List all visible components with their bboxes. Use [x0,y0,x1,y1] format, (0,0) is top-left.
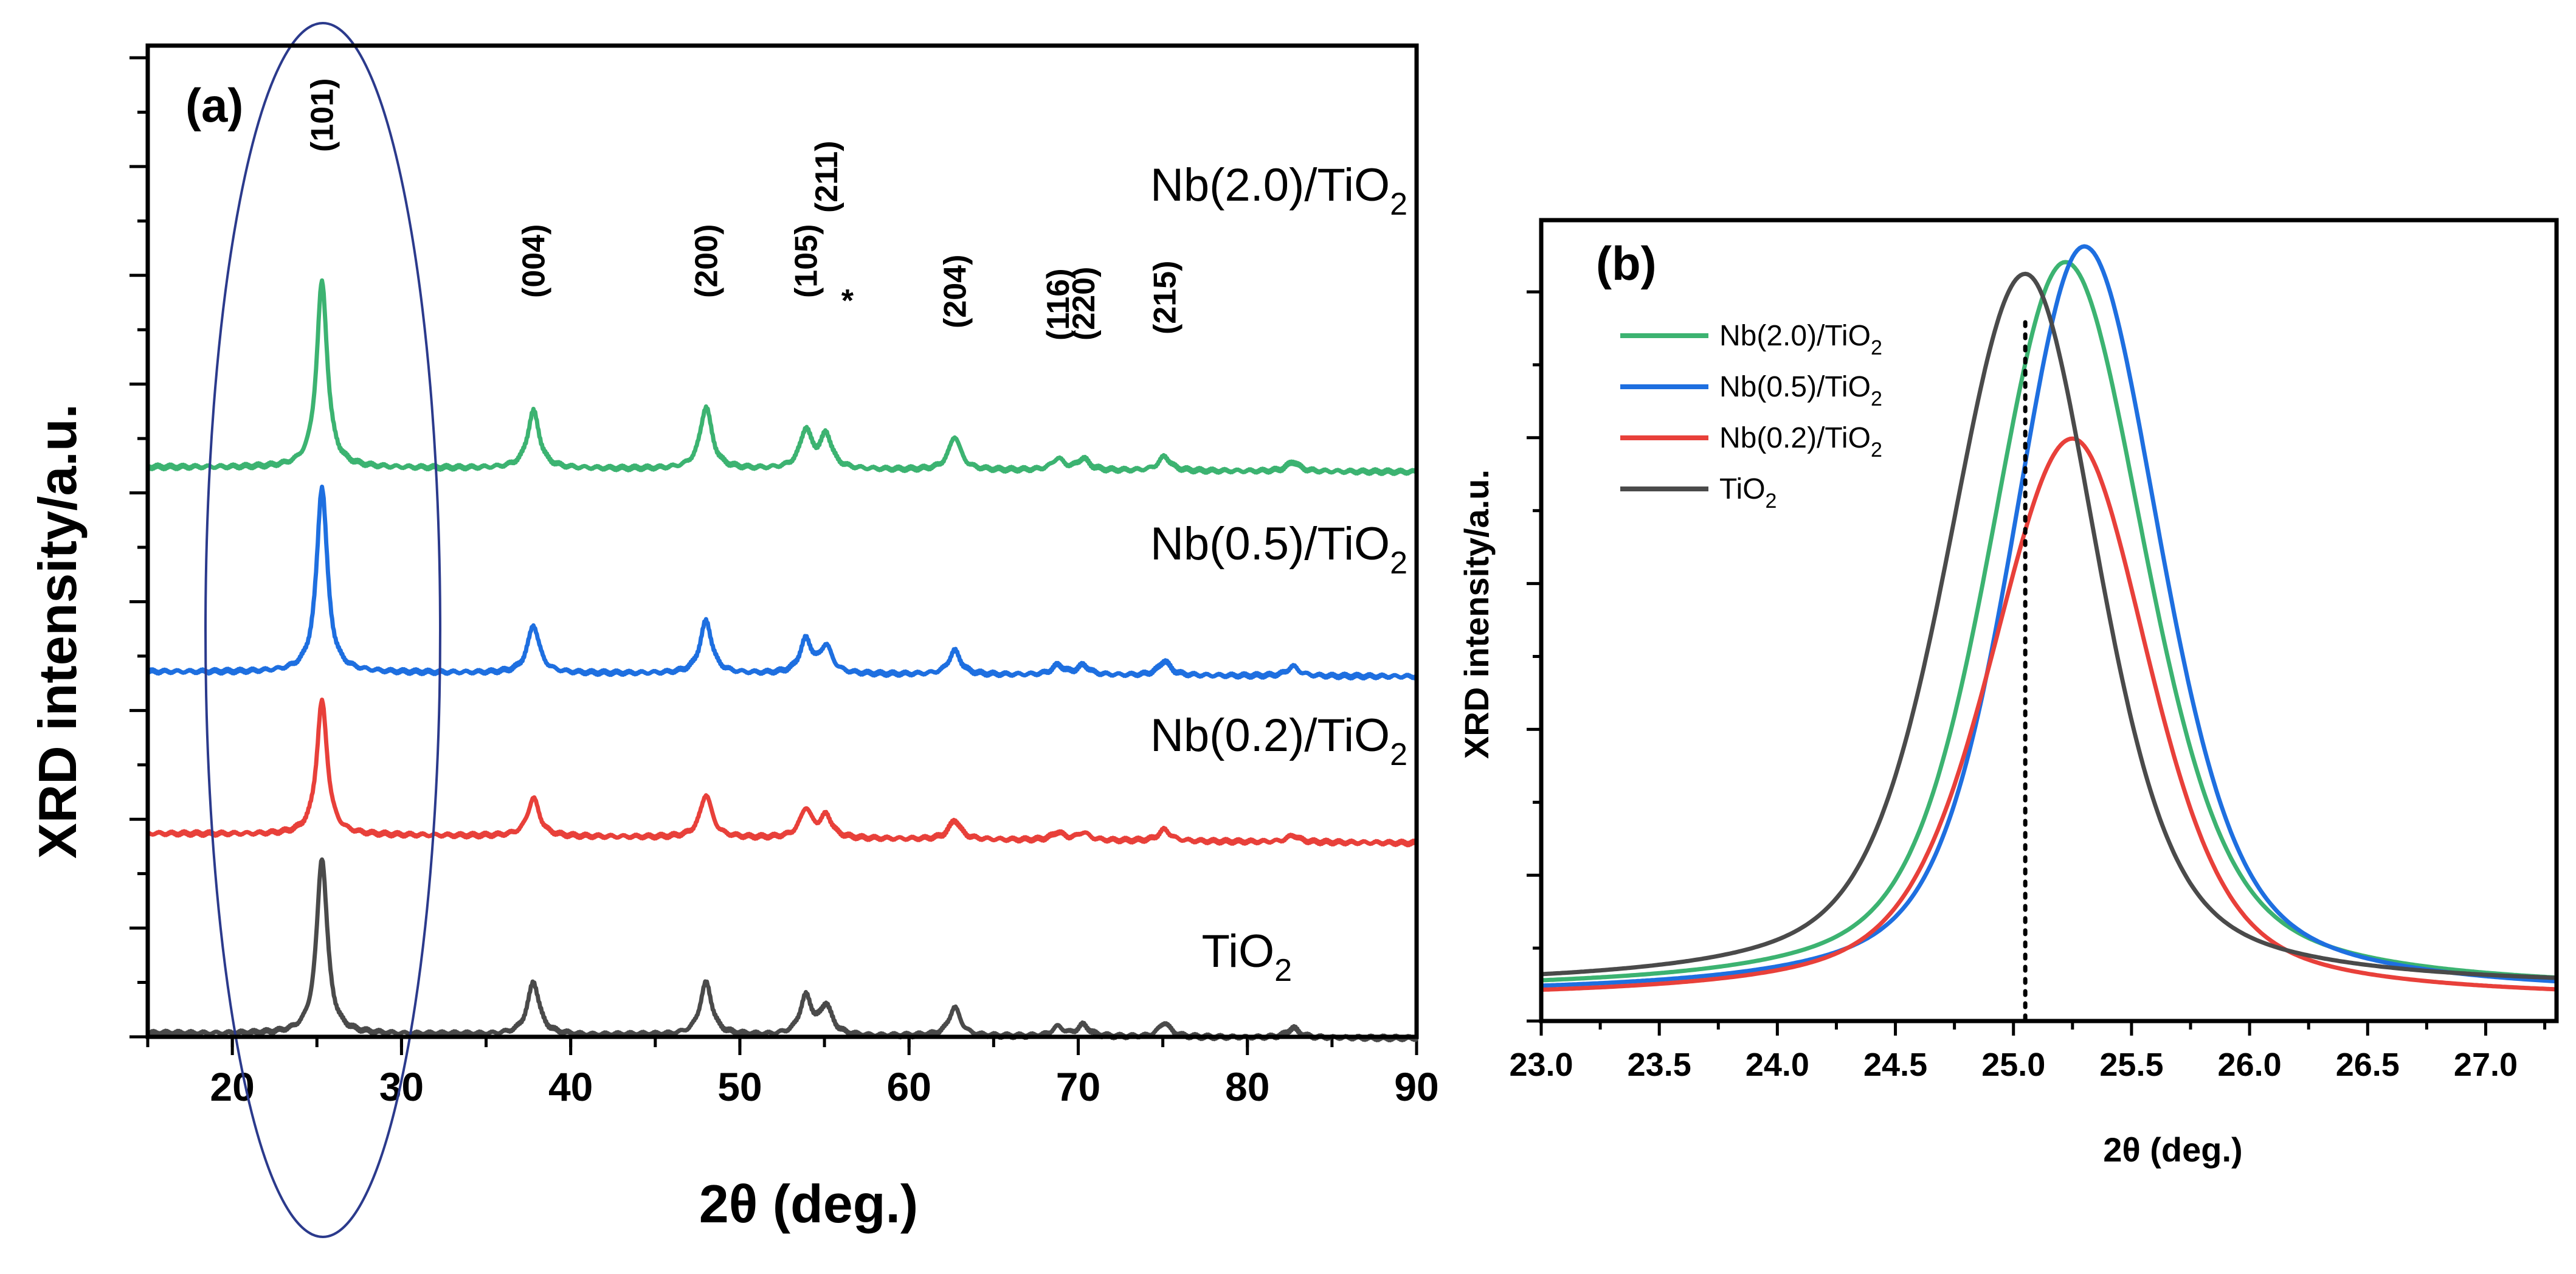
panel-a-ylabel: XRD intensity/a.u. [27,404,88,859]
panel-a-peak-label: (211) [809,140,844,213]
panel-b-x-tick-label: 24.5 [1863,1047,1927,1083]
panel-b-legend: Nb(2.0)/TiO2 Nb(0.5)/TiO2 Nb(0.2)/TiO2 TiO2 [1620,320,1882,513]
panel-b-series-line [1539,244,2559,988]
panel-a-series-label: Nb(2.0)/TiO2 [1150,159,1407,222]
panel-b-x-tick-label: 23.5 [1628,1047,1691,1083]
panel-b-x-tick-label: 26.0 [2218,1047,2282,1083]
panel-a-x-tick-label: 60 [886,1064,931,1109]
panel-b-series-line [1539,436,2559,992]
panel-a-x-tick-label: 30 [379,1064,424,1109]
panel-a-x-tick-label: 80 [1225,1064,1269,1109]
panel-b-legend-label: Nb(0.5)/TiO2 [1719,371,1882,410]
panel-a-peak-label: * [841,283,854,319]
panel-b-ylabel: XRD intensity/a.u. [1457,469,1496,759]
panel-b-series-line [1539,271,2559,980]
panel-a-peak-label: (220) [1066,267,1102,341]
panel-a-highlight-ellipse [204,22,441,1238]
panel-a-series-label: Nb(0.5)/TiO2 [1150,518,1407,581]
panel-b-x-tick-label: 26.5 [2336,1047,2400,1083]
panel-b-series [1539,244,2559,992]
panel-b-legend-label: Nb(2.0)/TiO2 [1719,320,1882,359]
panel-a-series-line [145,698,1419,848]
panel-a-series-labels: Nb(2.0)/TiO2 Nb(0.5)/TiO2 Nb(0.2)/TiO2 TiO2 [1150,159,1407,988]
panel-a-peak-label: (105) [789,224,824,298]
panel-a-x-tick-label: 90 [1394,1064,1438,1109]
panel-a: XRD intensity/a.u. 2θ (deg.) (a) 20 30 40 5… [27,22,1439,1238]
panel-b-label: (b) [1596,237,1657,290]
panel-b-legend-label: TiO2 [1719,473,1777,513]
panel-b-frame [1539,218,2559,1023]
panel-a-peak-label: (215) [1147,261,1183,334]
panel-a-peak-label: (004) [516,224,551,298]
panel-b-xlabel: 2θ (deg.) [2103,1130,2242,1169]
panel-a-x-tick-label: 50 [717,1064,762,1109]
panel-b-x-tick-label: 23.0 [1509,1047,1573,1083]
panel-a-series-label: TiO2 [1201,926,1292,988]
panel-b-legend-label: Nb(0.2)/TiO2 [1719,422,1882,462]
panel-b-series-line [1539,260,2559,983]
panel-a-series-line [145,278,1419,476]
panel-a-x-tick-label: 20 [210,1064,254,1109]
panel-b-x-tick-label: 25.5 [2099,1047,2163,1083]
panel-b-axis-ticks: 23.0 23.5 24.0 24.5 25.0 25.5 26.0 26.5 27.0 [1509,290,2547,1083]
panel-a-peak-label: (200) [689,224,724,298]
panel-a-peak-labels: (101) (004) (200) (105) (211) * (204) (116)(220… [305,78,1183,341]
panel-a-peak-label: (116) [1041,268,1076,341]
panel-a-x-tick-label: 40 [548,1064,593,1109]
panel-a-series-line [145,484,1419,681]
panel-b-x-tick-label: 24.0 [1746,1047,1809,1083]
panel-b-x-tick-label: 27.0 [2454,1047,2518,1083]
panel-a-x-tick-label: 70 [1056,1064,1100,1109]
panel-a-peak-label: (101) [305,78,340,152]
panel-a-axis-ticks: 20 30 40 50 60 70 80 90 [129,56,1439,1109]
panel-a-frame [145,43,1419,1039]
panel-a-peak-label: (204) [938,255,973,328]
panel-a-series-label: Nb(0.2)/TiO2 [1150,710,1407,772]
panel-a-xlabel: 2θ (deg.) [699,1174,918,1234]
panel-b-x-tick-label: 25.0 [1981,1047,2045,1083]
panel-a-label: (a) [185,78,243,132]
panel-b: XRD intensity/a.u. 2θ (deg.) (b) 23.0 23.… [1457,218,2559,1169]
